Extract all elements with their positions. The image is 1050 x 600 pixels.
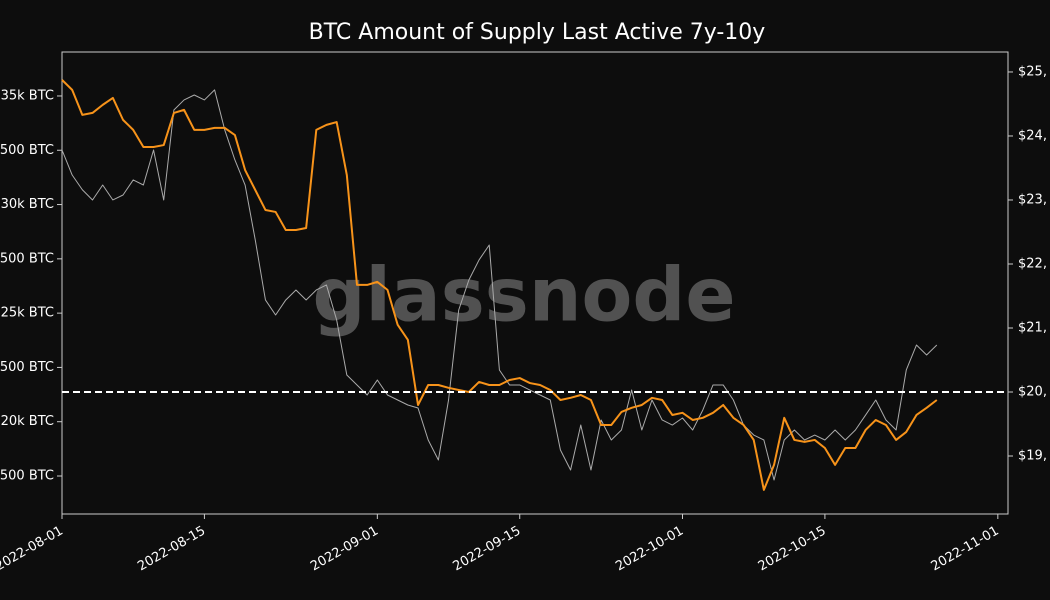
y-tick-label: 500 BTC — [0, 251, 54, 266]
x-tick-label: 2022-08-01 — [0, 524, 66, 575]
y2-tick-label: $19, — [1018, 449, 1047, 464]
x-tick-label: 2022-11-01 — [929, 524, 1002, 575]
y-tick-label: 500 BTC — [0, 143, 54, 158]
x-tick-label: 2022-08-15 — [135, 524, 208, 575]
y2-tick-label: $24, — [1018, 128, 1047, 143]
y2-tick-label: $23, — [1018, 192, 1047, 207]
series-line — [61, 79, 938, 491]
plot-frame — [61, 51, 1009, 515]
y2-tick-label: $20, — [1018, 385, 1047, 400]
y2-tick-label: $25, — [1018, 64, 1047, 79]
y-tick-label: 25k BTC — [1, 306, 54, 321]
x-tick-label: 2022-09-01 — [308, 524, 381, 575]
x-tick-label: 2022-09-15 — [451, 524, 524, 575]
x-tick-label: 2022-10-01 — [613, 524, 686, 575]
y-tick-label: 500 BTC — [0, 360, 54, 375]
y-tick-label: 500 BTC — [0, 468, 54, 483]
chart-title: BTC Amount of Supply Last Active 7y-10y — [309, 20, 766, 45]
y-tick-label: 35k BTC — [1, 88, 54, 103]
y2-tick-label: $22, — [1018, 256, 1047, 271]
watermark: glassnode — [312, 253, 735, 339]
y-tick-label: 30k BTC — [1, 197, 54, 212]
y-tick-label: 20k BTC — [1, 414, 54, 429]
y2-tick-label: $21, — [1018, 320, 1047, 335]
x-tick-label: 2022-10-15 — [756, 524, 829, 575]
